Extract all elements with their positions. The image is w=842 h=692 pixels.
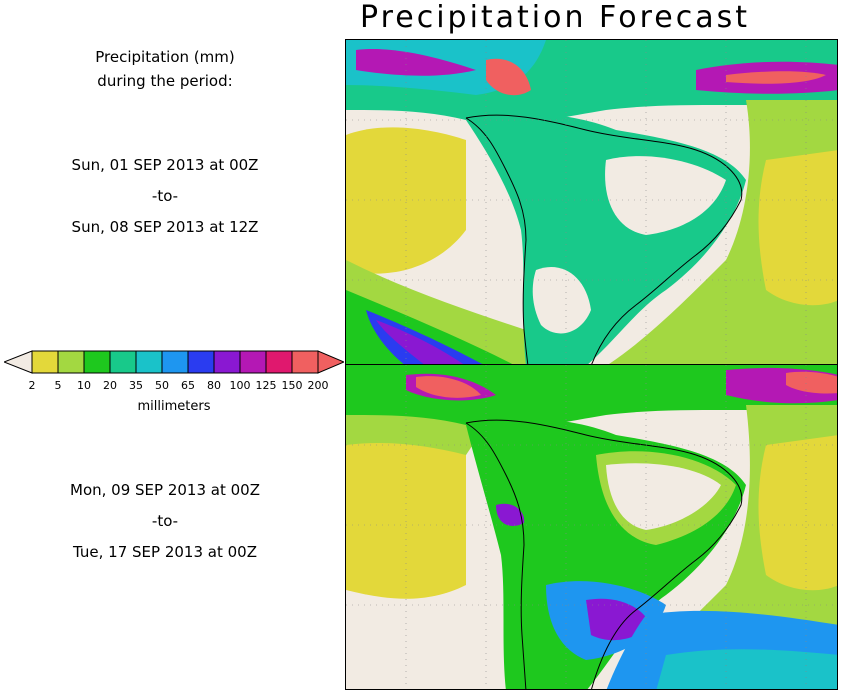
legend-tick-125: 125 — [255, 379, 277, 392]
map-1-atlantic-dry — [758, 150, 837, 306]
map-2-south-extreme — [586, 598, 651, 641]
info-line-2: during the period: — [97, 72, 233, 90]
legend-swatch-9 — [265, 350, 293, 374]
map-2-svg — [346, 365, 837, 689]
legend-swatch-7 — [213, 350, 241, 374]
forecast-map-period-2 — [345, 364, 838, 690]
legend-swatch-8 — [239, 350, 267, 374]
map-2-atlantic-south-heavy — [656, 649, 837, 689]
color-legend: 2 5 10 20 35 50 65 80 100 125 150 200 millimeters — [4, 349, 344, 419]
legend-tick-2: 2 — [28, 379, 36, 392]
map-1-band-south-heavy — [366, 310, 483, 364]
period-1-sep: -to- — [151, 187, 179, 205]
legend-swatch-5 — [161, 350, 189, 374]
map-2-continent-dry — [606, 463, 721, 530]
legend-swatch-2 — [83, 350, 111, 374]
legend-swatch-4 — [135, 350, 163, 374]
map-1-atlantic-north-max — [726, 71, 826, 84]
legend-tick-200: 200 — [307, 379, 329, 392]
map-2-coastline — [465, 419, 743, 689]
legend-tick-50: 50 — [155, 379, 169, 392]
legend-swatch-10 — [291, 350, 319, 374]
period-1-end: Sun, 08 SEP 2013 at 12Z — [71, 218, 259, 236]
period-1-start: Sun, 01 SEP 2013 at 00Z — [71, 156, 259, 174]
legend-tick-10: 10 — [77, 379, 91, 392]
period-2-end: Tue, 17 SEP 2013 at 00Z — [73, 543, 257, 561]
legend-tick-100: 100 — [229, 379, 251, 392]
legend-low-arrow — [4, 350, 33, 374]
period-2-label: Mon, 09 SEP 2013 at 00Z -to- Tue, 17 SEP… — [0, 475, 330, 568]
map-2-north-max — [416, 376, 481, 398]
map-1-band-south-extreme — [376, 320, 464, 364]
legend-tick-80: 80 — [207, 379, 221, 392]
map-2-atlantic-dry — [758, 435, 837, 591]
period-1-label: Sun, 01 SEP 2013 at 00Z -to- Sun, 08 SEP… — [0, 150, 330, 243]
legend-tick-150: 150 — [281, 379, 303, 392]
map-1-band-dry — [346, 127, 466, 274]
map-1-north-extreme — [356, 49, 476, 76]
period-2-start: Mon, 09 SEP 2013 at 00Z — [70, 481, 260, 499]
map-2-atlantic-north-max — [786, 371, 837, 394]
map-2-gridlines — [346, 365, 837, 689]
map-1-svg — [346, 40, 837, 364]
legend-colorbar — [4, 350, 344, 374]
map-2-eq-extreme — [496, 503, 525, 526]
page-title: Precipitation Forecast — [360, 0, 750, 35]
map-1-continent-dry — [605, 156, 726, 235]
legend-swatch-1 — [57, 350, 85, 374]
period-2-sep: -to- — [151, 512, 179, 530]
legend-swatch-6 — [187, 350, 215, 374]
legend-tick-5: 5 — [54, 379, 62, 392]
map-1-gridlines — [346, 40, 837, 364]
legend-swatch-3 — [109, 350, 137, 374]
legend-tick-65: 65 — [181, 379, 195, 392]
legend-tick-35: 35 — [129, 379, 143, 392]
info-header: Precipitation (mm) during the period: — [0, 45, 330, 93]
map-1-coastline — [465, 114, 743, 364]
legend-unit-label: millimeters — [137, 399, 211, 414]
map-1-north-max — [486, 58, 531, 96]
legend-tick-20: 20 — [103, 379, 117, 392]
info-line-1: Precipitation (mm) — [95, 48, 235, 66]
legend-high-arrow — [317, 350, 344, 374]
legend-swatch-0 — [31, 350, 59, 374]
forecast-map-period-1 — [345, 39, 838, 365]
map-1-continent-dry-south — [532, 266, 591, 334]
